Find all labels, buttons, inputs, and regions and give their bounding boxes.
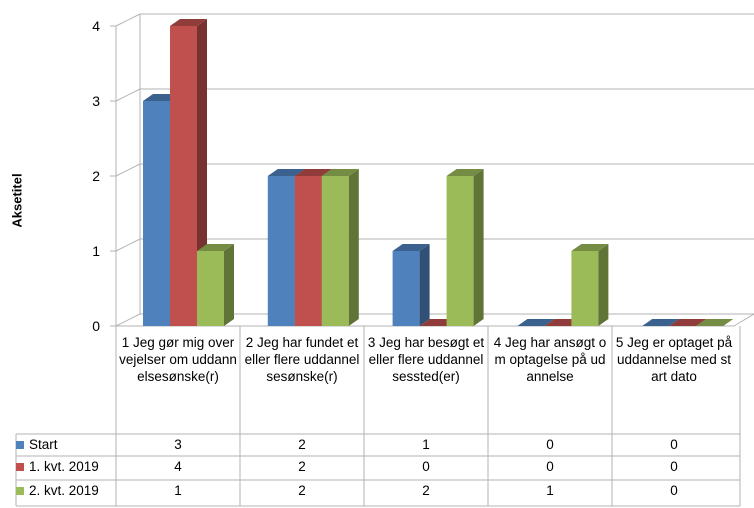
bar <box>322 169 359 326</box>
data-label: 0 <box>488 435 612 455</box>
data-label: 0 <box>488 457 612 477</box>
data-label: 0 <box>612 457 736 477</box>
gridline-side <box>116 314 140 326</box>
y-tick-label: 4 <box>92 18 100 34</box>
legend-label: 1. kvt. 2019 <box>29 457 99 477</box>
bar-side <box>224 244 234 326</box>
bar-side <box>474 169 484 326</box>
bar-side <box>420 244 430 326</box>
legend-swatch <box>16 441 24 449</box>
data-label: 1 <box>364 435 488 455</box>
bar-front <box>447 176 474 326</box>
data-label: 2 <box>364 481 488 501</box>
bar <box>197 244 234 326</box>
bar <box>571 244 608 326</box>
legend-swatch <box>16 463 24 471</box>
y-tick-label: 0 <box>92 318 100 334</box>
bar <box>447 169 484 326</box>
data-label: 3 <box>116 435 240 455</box>
data-label: 2 <box>240 435 364 455</box>
y-tick-label: 2 <box>92 168 100 184</box>
bar-front <box>143 101 170 326</box>
floor-right <box>734 314 754 326</box>
data-label: 0 <box>612 435 736 455</box>
bar-front <box>268 176 295 326</box>
y-axis-label: Aksetitel <box>10 173 25 227</box>
gridline-side <box>116 89 140 101</box>
data-label: 0 <box>612 481 736 501</box>
bar-front <box>393 251 420 326</box>
legend-entry: 1. kvt. 2019 <box>16 457 99 477</box>
bar-side <box>349 169 359 326</box>
gridline-side <box>116 239 140 251</box>
bar-front <box>571 251 598 326</box>
x-tick-label: 3 Jeg har besøgt et eller flere uddannel… <box>367 334 485 385</box>
bar <box>393 244 430 326</box>
data-label: 2 <box>240 457 364 477</box>
legend-swatch <box>16 487 24 495</box>
data-label: 1 <box>488 481 612 501</box>
legend-entry: Start <box>16 435 58 455</box>
x-tick-label: 5 Jeg er optaget på uddannelse med start… <box>615 334 733 385</box>
bar-front <box>197 251 224 326</box>
x-tick-label: 2 Jeg har fundet et eller flere uddannel… <box>243 334 361 385</box>
bar-front <box>170 26 197 326</box>
y-axis-label-box: Aksetitel <box>2 140 32 260</box>
y-tick-label: 1 <box>92 243 100 259</box>
bar-front <box>295 176 322 326</box>
legend-entry: 2. kvt. 2019 <box>16 481 99 501</box>
x-tick-label: 1 Jeg gør mig overvejelser om uddannelse… <box>119 334 237 385</box>
data-label: 0 <box>364 457 488 477</box>
bars <box>143 19 733 326</box>
y-tick-labels: 0 1 2 3 4 <box>92 18 116 334</box>
data-label: 1 <box>116 481 240 501</box>
data-label: 4 <box>116 457 240 477</box>
gridline-side <box>116 14 140 26</box>
gridline-side <box>116 164 140 176</box>
bar-side <box>598 244 608 326</box>
y-tick-label: 3 <box>92 93 100 109</box>
data-label: 2 <box>240 481 364 501</box>
legend-label: 2. kvt. 2019 <box>29 481 99 501</box>
x-tick-label: 4 Jeg har ansøgt om optagelse på udannel… <box>491 334 609 385</box>
legend-label: Start <box>29 435 58 455</box>
bar-front <box>322 176 349 326</box>
